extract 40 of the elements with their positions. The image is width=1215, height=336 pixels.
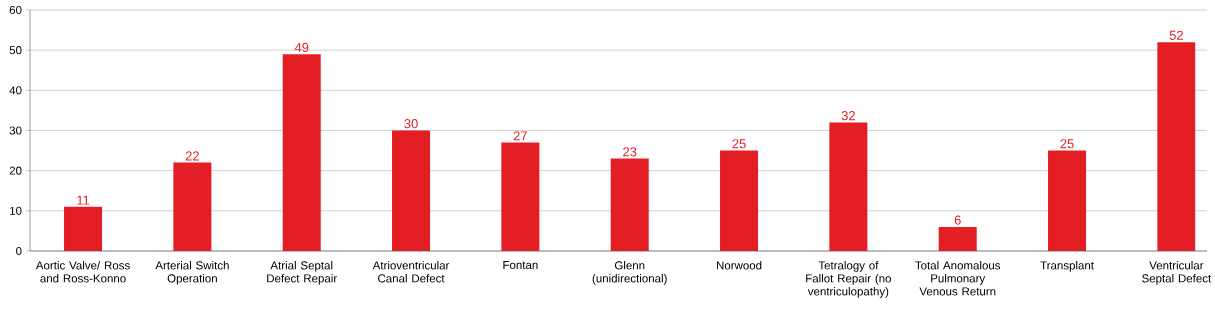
x-tick-label: Tetralogy of Fallot Repair (no ventriculopathy) <box>806 261 892 298</box>
data-label: 11 <box>77 195 90 205</box>
bar <box>64 206 103 251</box>
x-tick-label: Transplant <box>1040 261 1094 272</box>
data-label: 52 <box>1169 30 1183 40</box>
data-label: 49 <box>294 42 309 52</box>
y-tick-label: 30 <box>9 126 22 135</box>
bar <box>720 150 759 251</box>
x-tick-label: Glenn (unidirectional) <box>592 261 667 285</box>
data-label: 30 <box>404 119 418 129</box>
data-label: 25 <box>1060 139 1074 149</box>
x-tick-label: Norwood <box>716 261 762 270</box>
x-tick-label: Arterial Switch Operation <box>155 261 229 285</box>
bar <box>1157 42 1196 251</box>
bar <box>610 158 649 251</box>
y-tick-label: 50 <box>9 46 22 55</box>
y-tick-label: 60 <box>9 5 22 15</box>
bar <box>173 162 212 251</box>
y-tick-label: 20 <box>9 166 22 175</box>
y-tick-label: 40 <box>9 86 22 95</box>
data-label: 32 <box>841 111 855 121</box>
data-label: 22 <box>185 151 199 161</box>
x-tick-label: Aortic Valve/ Ross and Ross-Konno <box>35 261 130 283</box>
bar <box>501 142 540 251</box>
data-label: 6 <box>954 215 961 225</box>
x-tick-label: Ventricular Septal Defect <box>1142 261 1212 285</box>
x-tick-label: Fontan <box>503 261 538 270</box>
x-tick-label: Total Anomalous Pulmonary Venous Return <box>915 261 1001 296</box>
data-label: 23 <box>623 147 637 157</box>
bar <box>392 130 431 251</box>
data-label: 27 <box>513 131 527 141</box>
x-tick-label: Atrial Septal Defect Repair <box>267 261 337 285</box>
bar <box>938 226 977 251</box>
x-tick-label: Atrioventricular Canal Defect <box>372 261 450 283</box>
bar <box>282 54 321 251</box>
y-tick-label: 0 <box>16 246 22 256</box>
y-tick-label: 10 <box>10 206 22 215</box>
bar <box>1048 150 1087 251</box>
bar <box>829 122 868 251</box>
data-label: 25 <box>732 139 746 149</box>
